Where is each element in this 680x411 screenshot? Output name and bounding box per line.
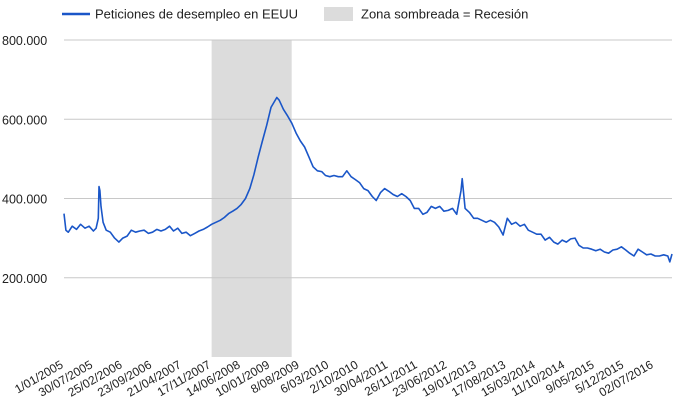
legend-series-label: Peticiones de desempleo en EEUU bbox=[95, 7, 298, 22]
legend-shade-swatch bbox=[324, 7, 353, 21]
legend: Peticiones de desempleo en EEUU Zona som… bbox=[62, 7, 528, 22]
y-tick-label: 600.000 bbox=[2, 113, 47, 127]
legend-shade-label: Zona sombreada = Recesión bbox=[361, 7, 528, 22]
y-tick-label: 800.000 bbox=[2, 34, 47, 48]
series-line bbox=[63, 96, 673, 263]
y-tick-label: 200.000 bbox=[2, 272, 47, 286]
y-tick-label: 400.000 bbox=[2, 193, 47, 207]
